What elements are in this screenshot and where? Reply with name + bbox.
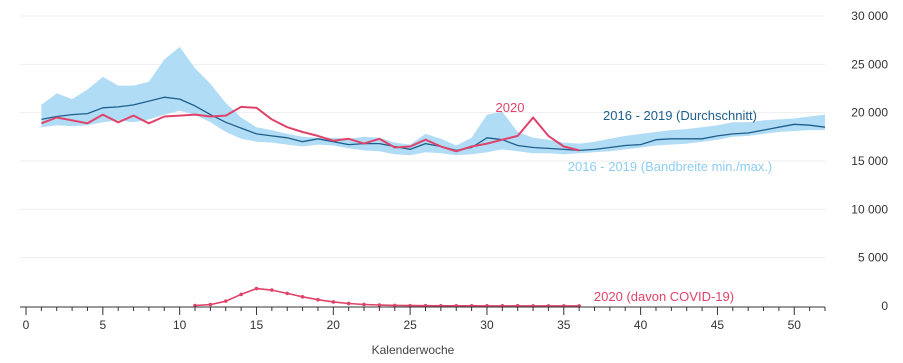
- covid-point: [392, 303, 397, 308]
- x-tick-label: 50: [788, 318, 802, 332]
- series-labels: 2020 2016 - 2019 (Durchschnitt) 2016 - 201…: [496, 100, 773, 304]
- x-tick-label: 35: [557, 318, 571, 332]
- x-tick-label: 5: [99, 318, 106, 332]
- y-tick-label: 30 000: [851, 9, 888, 23]
- covid-point: [300, 295, 305, 299]
- covid-point: [316, 297, 320, 302]
- covid-point: [362, 302, 366, 307]
- line-2020: [41, 105, 580, 153]
- x-axis-title: Kalenderwoche: [372, 343, 455, 357]
- covid-point: [223, 299, 228, 303]
- band-min-max-area: [41, 46, 825, 156]
- x-tick-label: 25: [403, 318, 417, 332]
- x-tick-label: 15: [250, 318, 264, 332]
- covid-point: [270, 288, 274, 292]
- x-axis: 0 5 10 15 20 25 30 35 40 45 50: [20, 306, 826, 332]
- x-tick-label: 30: [480, 318, 494, 332]
- x-tick-label: 0: [23, 318, 30, 332]
- covid-point: [377, 303, 382, 307]
- x-tick-label: 20: [327, 318, 341, 332]
- covid-point: [346, 301, 351, 306]
- x-tick-label: 10: [173, 318, 187, 332]
- y-tick-label: 10 000: [851, 202, 888, 216]
- label-2020: 2020: [496, 100, 525, 115]
- covid-point: [285, 291, 290, 296]
- x-tick-label: 45: [711, 318, 725, 332]
- covid-point: [331, 300, 336, 304]
- y-tick-label: 15 000: [851, 154, 888, 168]
- covid-point: [193, 303, 197, 308]
- covid-point: [254, 286, 259, 291]
- average-line: [41, 96, 826, 152]
- covid-line: [194, 287, 580, 307]
- y-axis-labels: 0 5 000 10 000 15 000 20 000 25 000 30 000: [851, 9, 888, 313]
- y-tick-label: 25 000: [851, 57, 888, 71]
- y-tick-label: 5 000: [858, 251, 888, 265]
- label-band: 2016 - 2019 (Bandbreite min./max.): [568, 159, 773, 174]
- label-average: 2016 - 2019 (Durchschnitt): [603, 108, 757, 123]
- band-area: [41, 46, 825, 156]
- y-tick-label: 0: [881, 299, 888, 313]
- label-covid: 2020 (davon COVID-19): [594, 289, 734, 304]
- covid-point: [208, 302, 213, 307]
- covid-point: [239, 292, 243, 297]
- x-tick-label: 40: [634, 318, 648, 332]
- y-tick-label: 20 000: [851, 106, 888, 120]
